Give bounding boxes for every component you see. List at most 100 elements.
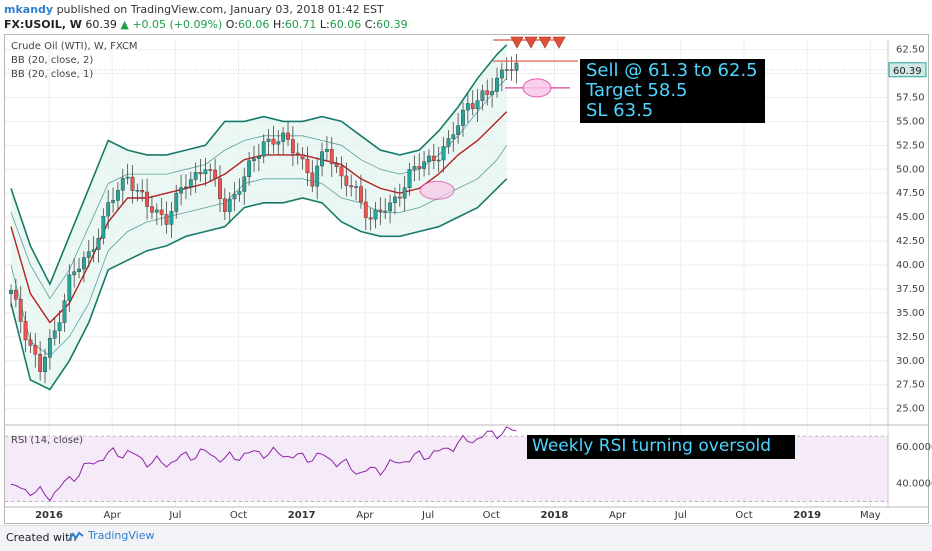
price-candle	[159, 197, 164, 226]
price-candle	[18, 285, 23, 334]
rsi-tick-label: 40.0000	[896, 478, 932, 489]
bollinger-lower-2	[10, 178, 508, 391]
candle-body	[62, 300, 67, 323]
last-price-label: 60.39	[893, 66, 922, 77]
high-label: H:	[272, 18, 285, 31]
price-candle	[188, 171, 193, 196]
candle-body	[208, 169, 213, 171]
price-candle	[77, 257, 81, 279]
price-candle	[193, 162, 198, 193]
price-candle	[252, 145, 256, 173]
candle-body	[480, 90, 485, 101]
footer-bar: Created with TradingView	[0, 525, 932, 551]
price-candle	[368, 207, 373, 231]
candle-body	[485, 90, 490, 95]
candle-body	[13, 290, 18, 300]
price-candle	[101, 208, 106, 245]
low-value: 60.06	[329, 18, 362, 31]
price-candle	[237, 178, 242, 202]
price-candle	[436, 146, 441, 173]
price-candle	[52, 317, 57, 346]
candle-body	[499, 69, 504, 79]
candle-body	[140, 190, 145, 193]
candle-body	[179, 187, 183, 194]
price-candle	[417, 153, 422, 181]
candle-body	[368, 217, 373, 220]
tradingview-brand: TradingView	[88, 529, 155, 542]
candle-body	[43, 357, 47, 372]
price-candle	[339, 156, 344, 189]
publish-line: mkandy published on TradingView.com, Jan…	[4, 3, 384, 16]
y-tick-label: 57.50	[896, 92, 925, 103]
candle-body	[470, 103, 475, 109]
legend-main: Crude Oil (WTI), W, FXCM	[11, 41, 138, 52]
created-with-label: Created with	[6, 531, 77, 544]
candle-body	[281, 132, 286, 142]
price-candle	[325, 136, 329, 162]
candle-body	[164, 214, 169, 225]
price-candle	[461, 102, 465, 137]
y-tick-label: 27.50	[896, 380, 925, 391]
price-candle	[349, 174, 354, 197]
tradingview-link[interactable]: TradingView	[68, 529, 154, 542]
price-candle	[490, 78, 495, 108]
candle-body	[203, 169, 208, 175]
bollinger-fill	[11, 44, 507, 390]
candle-body	[91, 249, 96, 252]
price-candle	[320, 142, 324, 177]
y-tick-label: 32.50	[896, 332, 925, 343]
price-candle	[383, 198, 388, 220]
candle-body	[232, 194, 237, 200]
price-candle	[96, 228, 101, 263]
price-candle	[9, 284, 13, 308]
price-candle	[43, 348, 47, 384]
x-tick-label: 2018	[541, 510, 569, 521]
candle-body	[354, 186, 358, 188]
candle-body	[451, 134, 456, 139]
candle-body	[67, 274, 72, 301]
candle-body	[145, 191, 149, 207]
price-candle	[485, 79, 490, 106]
candle-body	[150, 206, 154, 213]
candle-body	[407, 169, 412, 189]
candle-body	[213, 169, 218, 179]
price-candle	[456, 112, 461, 144]
y-tick-label: 50.00	[896, 164, 925, 175]
candle-body	[28, 339, 33, 346]
y-tick-label: 40.00	[896, 260, 925, 271]
candle-body	[237, 191, 242, 195]
candle-body	[490, 91, 495, 95]
price-candle	[388, 194, 392, 224]
x-tick-label: 2017	[288, 510, 316, 521]
sell-text: Sell @ 61.3 to 62.5	[586, 60, 758, 81]
price-candle	[179, 174, 183, 206]
rsi-tick-label: 60.0000	[896, 442, 932, 453]
rsi-line	[10, 426, 517, 502]
chart-frame[interactable]	[4, 34, 929, 524]
price-candle	[397, 183, 402, 207]
author-link[interactable]: mkandy	[4, 3, 54, 16]
price-candle	[256, 143, 261, 172]
down-arrow-icon	[524, 36, 538, 49]
down-arrow-icon	[552, 36, 566, 49]
candle-body	[18, 299, 23, 322]
price-candle	[378, 197, 383, 226]
price-candle	[451, 121, 456, 152]
price-candle	[373, 201, 378, 229]
price-candle	[427, 149, 431, 176]
price-candle	[402, 175, 407, 212]
candle-body	[397, 196, 402, 199]
candle-body	[461, 109, 465, 126]
candle-body	[363, 201, 368, 218]
x-tick-label: Oct	[230, 510, 247, 521]
candle-body	[218, 178, 222, 199]
y-tick-label: 42.50	[896, 236, 925, 247]
candle-body	[300, 154, 305, 160]
price-candle	[315, 157, 320, 200]
price-candle	[23, 311, 28, 353]
price-candle	[441, 137, 446, 173]
symbol-name: FX:USOIL, W	[4, 18, 82, 31]
x-tick-label: May	[860, 510, 881, 521]
candle-body	[271, 138, 276, 145]
